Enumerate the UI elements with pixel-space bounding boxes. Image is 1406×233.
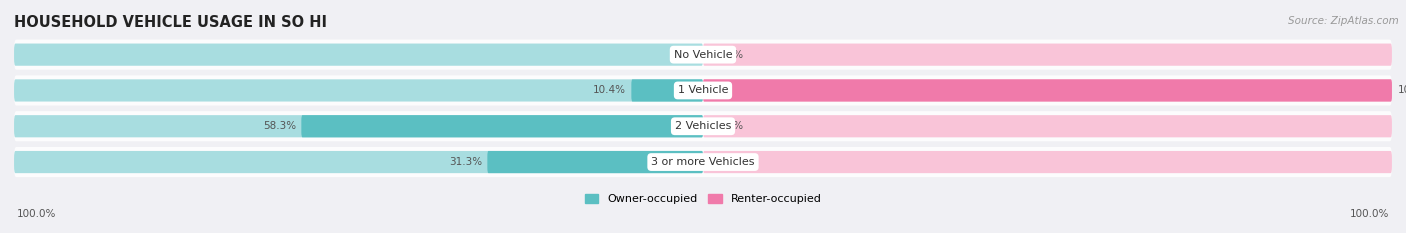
FancyBboxPatch shape [14,79,703,102]
FancyBboxPatch shape [488,151,703,173]
FancyBboxPatch shape [703,79,1392,102]
Text: 58.3%: 58.3% [263,121,295,131]
FancyBboxPatch shape [703,79,1392,102]
Text: No Vehicle: No Vehicle [673,50,733,60]
Text: 31.3%: 31.3% [710,157,742,167]
FancyBboxPatch shape [631,79,703,102]
FancyBboxPatch shape [14,147,1392,177]
Text: 31.3%: 31.3% [449,157,482,167]
Text: 2 Vehicles: 2 Vehicles [675,121,731,131]
Legend: Owner-occupied, Renter-occupied: Owner-occupied, Renter-occupied [581,189,825,209]
FancyBboxPatch shape [14,115,703,137]
Text: 100.0%: 100.0% [1398,86,1406,96]
Text: 10.4%: 10.4% [593,86,626,96]
Text: 3 or more Vehicles: 3 or more Vehicles [651,157,755,167]
FancyBboxPatch shape [703,151,1392,173]
FancyBboxPatch shape [703,115,1392,137]
FancyBboxPatch shape [14,44,703,66]
FancyBboxPatch shape [703,44,1392,66]
FancyBboxPatch shape [14,111,1392,141]
Text: 100.0%: 100.0% [17,209,56,219]
Text: 31.3%: 31.3% [710,50,742,60]
Text: 0.0%: 0.0% [669,50,696,60]
FancyBboxPatch shape [301,115,703,137]
FancyBboxPatch shape [14,75,1392,106]
Text: 100.0%: 100.0% [1350,209,1389,219]
FancyBboxPatch shape [14,40,1392,70]
Text: 31.3%: 31.3% [710,121,742,131]
FancyBboxPatch shape [14,151,703,173]
Text: HOUSEHOLD VEHICLE USAGE IN SO HI: HOUSEHOLD VEHICLE USAGE IN SO HI [14,15,328,30]
Text: Source: ZipAtlas.com: Source: ZipAtlas.com [1288,16,1399,26]
Text: 1 Vehicle: 1 Vehicle [678,86,728,96]
